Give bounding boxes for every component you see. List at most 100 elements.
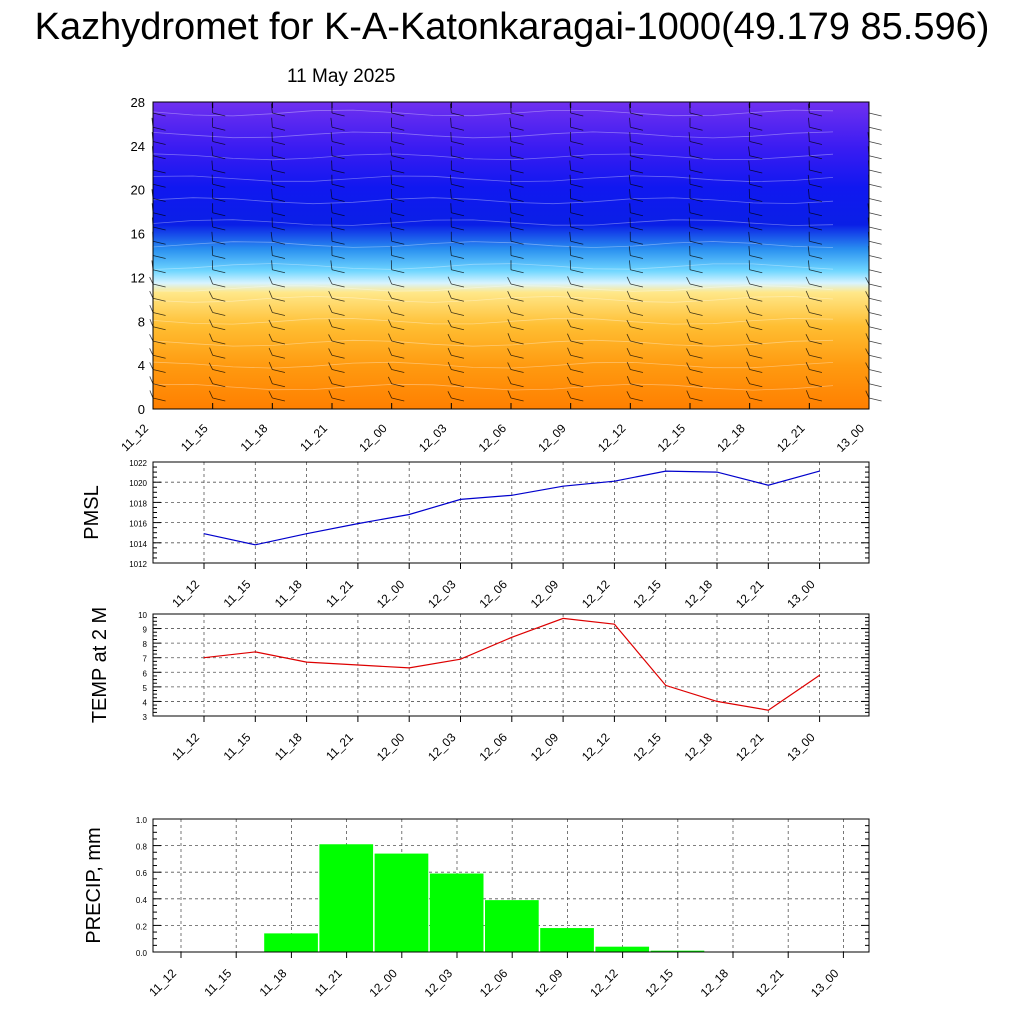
wind-barb (868, 198, 882, 202)
wind-barb (805, 390, 810, 399)
wind-barb (688, 203, 691, 213)
wind-barb (331, 326, 345, 331)
heatmap-ytick-label: 20 (131, 183, 145, 198)
wind-barb (451, 354, 465, 359)
temp-xtick-label: 12_06 (476, 730, 510, 764)
wind-barb (630, 269, 644, 274)
wind-barb (748, 246, 751, 256)
temp-ytick-label: 4 (143, 698, 148, 707)
wind-barb (809, 226, 823, 231)
wind-barb (749, 240, 763, 245)
precip-xtick-label: 13_00 (808, 966, 842, 1000)
precip-bar (319, 844, 374, 952)
wind-barb (271, 117, 273, 128)
wind-barb (209, 333, 214, 342)
wind-barb (689, 397, 703, 402)
wind-barb (331, 312, 345, 316)
wind-barb (270, 160, 273, 171)
wind-barb (509, 189, 512, 199)
wind-barb (391, 240, 405, 245)
precip-ytick-label: 1.0 (136, 816, 148, 825)
wind-barb (268, 361, 273, 370)
heatmap-ytick-label: 28 (131, 95, 145, 110)
wind-barb (805, 304, 810, 313)
pmsl-ylabel: PMSL (81, 485, 103, 539)
precip-xtick-label: 12_06 (477, 966, 511, 1000)
wind-barb (689, 297, 703, 302)
wind-barb (570, 183, 584, 188)
wind-barb (209, 347, 214, 356)
wind-barb (808, 189, 810, 199)
pmsl-xtick-label: 12_12 (579, 577, 613, 611)
temp-xtick-label: 11_15 (221, 730, 254, 763)
wind-barb (272, 369, 286, 373)
wind-barb (689, 183, 703, 188)
wind-barb (149, 334, 154, 342)
wind-barb (451, 226, 465, 231)
wind-barb (749, 326, 763, 331)
wind-barb (272, 354, 286, 359)
pmsl-point (511, 494, 513, 496)
precip-ytick-label: 0.2 (136, 922, 148, 931)
wind-barb (450, 117, 452, 128)
temp-point (613, 623, 615, 625)
wind-barb (510, 255, 524, 259)
wind-barb (451, 212, 465, 217)
wind-barb (451, 283, 465, 288)
wind-barb (630, 126, 644, 131)
wind-barb (749, 269, 763, 274)
wind-barb (510, 369, 524, 373)
wind-barb (390, 231, 393, 242)
wind-barb (388, 333, 393, 342)
wind-barb (510, 340, 524, 345)
wind-barb (689, 383, 703, 388)
wind-barb (630, 255, 644, 259)
wind-barb (211, 231, 214, 242)
temp-ylabel: TEMP at 2 M (89, 607, 111, 723)
wind-barb (149, 276, 154, 285)
wind-barb (749, 369, 763, 373)
wind-barb (152, 112, 166, 117)
temp-xtick-label: 12_12 (579, 730, 613, 764)
heatmap-ytick-label: 4 (138, 358, 145, 373)
wind-barb (746, 333, 751, 342)
precip-xtick-label: 12_09 (532, 966, 566, 1000)
wind-barb (809, 198, 823, 202)
wind-barb (689, 231, 691, 242)
wind-barb (391, 183, 405, 188)
wind-barb (328, 334, 333, 342)
wind-barb (328, 376, 333, 384)
wind-barb (451, 312, 465, 316)
wind-barb (391, 340, 405, 345)
wind-barb (745, 305, 751, 313)
temp-ytick-label: 8 (143, 640, 148, 649)
wind-barb (746, 347, 751, 356)
wind-barb (569, 217, 572, 228)
wind-barb (628, 246, 631, 256)
wind-barb (391, 169, 405, 174)
wind-barb (272, 183, 286, 188)
wind-barb (809, 255, 823, 259)
wind-barb (449, 246, 452, 256)
wind-barb (328, 290, 333, 299)
wind-barb (212, 212, 226, 217)
wind-barb (271, 103, 273, 114)
temp-xtick-label: 11_12 (169, 730, 202, 763)
wind-barb (212, 283, 226, 288)
wind-barb (272, 283, 286, 288)
wind-barb (570, 297, 584, 302)
temp-point (511, 636, 513, 638)
wind-barb (208, 362, 214, 370)
wind-barb (509, 217, 512, 228)
wind-barb (748, 231, 751, 242)
wind-barb (749, 255, 763, 259)
wind-barb (745, 376, 751, 384)
wind-barb (809, 326, 823, 331)
wind-barb (570, 283, 584, 288)
wind-barb (689, 269, 703, 274)
wind-barb (805, 348, 810, 356)
wind-barb (868, 255, 882, 259)
wind-barb (809, 155, 823, 160)
heatmap-xtick-label: 12_15 (655, 421, 689, 455)
wind-barb (809, 183, 823, 188)
